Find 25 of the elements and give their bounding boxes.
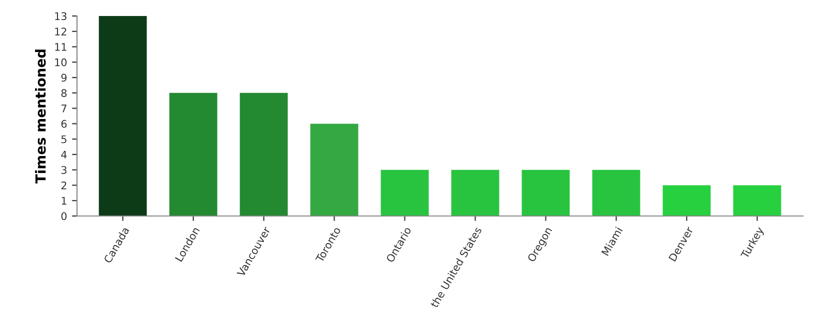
y-tick-label: 8 <box>61 89 67 98</box>
y-tick-label: 3 <box>61 166 66 174</box>
bar <box>592 170 640 216</box>
bar <box>240 92 288 216</box>
y-tick-label: 6 <box>61 120 67 128</box>
bar <box>451 170 500 216</box>
y-tick-label: 5 <box>61 135 66 144</box>
y-tick-label: 0 <box>61 212 67 220</box>
bar <box>310 124 358 216</box>
bar <box>662 185 711 216</box>
y-tick-label: 2 <box>61 181 66 190</box>
bar <box>169 92 218 216</box>
y-tick-label: 7 <box>62 104 66 112</box>
y-tick-label: 9 <box>61 74 67 82</box>
y-axis-title: Times mentioned <box>35 50 46 184</box>
y-tick-label: 12 <box>55 28 66 36</box>
y-tick-label: 4 <box>61 150 67 158</box>
y-tick-label: 13 <box>55 12 66 20</box>
bar <box>522 170 570 216</box>
y-tick-label: 10 <box>55 58 67 66</box>
bar <box>733 185 782 216</box>
y-tick-label: 1 <box>62 196 66 205</box>
bar <box>98 16 147 216</box>
y-tick-label: 11 <box>55 43 66 51</box>
bar <box>380 170 429 216</box>
